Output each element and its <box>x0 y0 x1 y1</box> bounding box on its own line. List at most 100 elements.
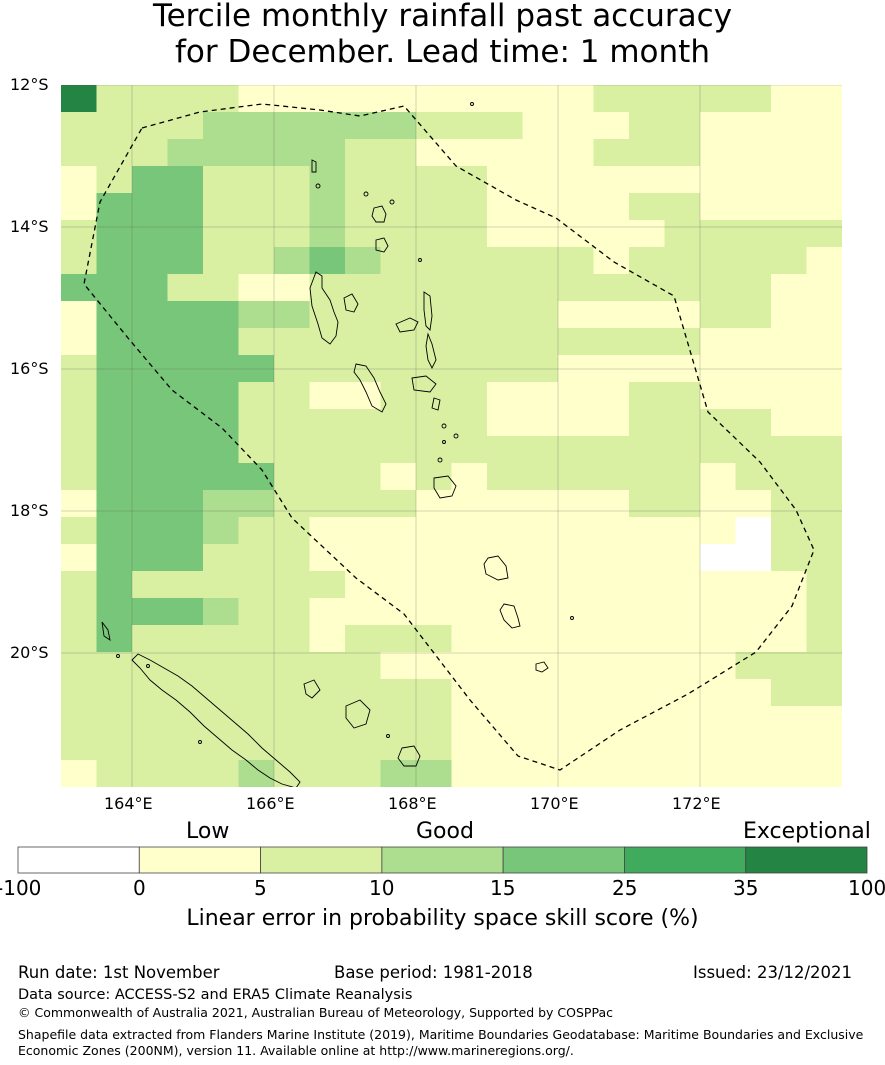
grid-cell <box>203 571 240 599</box>
grid-cell <box>487 328 524 356</box>
grid-cell <box>416 544 453 572</box>
grid-cell <box>167 652 204 680</box>
grid-cell <box>274 274 311 302</box>
grid-cell <box>61 220 98 248</box>
grid-cell <box>487 625 524 653</box>
grid-cell <box>309 679 346 707</box>
grid-cell <box>203 193 240 221</box>
grid-cell <box>274 193 311 221</box>
grid-cell <box>132 193 169 221</box>
tick-10: 10 <box>369 876 395 900</box>
grid-cell <box>558 112 595 140</box>
grid-cell <box>132 301 169 329</box>
grid-cell <box>700 247 737 275</box>
grid-cell <box>487 463 524 491</box>
lon-label-170e: 170°E <box>530 794 579 813</box>
grid-cell <box>487 517 524 545</box>
grid-cell <box>593 382 630 410</box>
grid-cell <box>309 166 346 194</box>
grid-cell <box>771 733 808 761</box>
grid-cell <box>629 652 666 680</box>
grid-cell <box>380 490 417 518</box>
erromango-island <box>483 555 509 581</box>
grid-cell <box>771 193 808 221</box>
grid-cell <box>451 733 488 761</box>
grid-cell <box>806 652 842 680</box>
grid-cell <box>700 760 737 787</box>
grid-cell <box>451 382 488 410</box>
grid-cell <box>61 490 98 518</box>
grid-cell <box>664 517 701 545</box>
grid-cell <box>345 517 382 545</box>
grid-cell <box>735 571 772 599</box>
run-date: Run date: 1st November <box>18 963 220 982</box>
grid-cell <box>96 733 133 761</box>
vanua-lava-island <box>371 205 387 223</box>
grid-cell <box>274 490 311 518</box>
grid-cell <box>806 436 842 464</box>
grid-cell <box>238 760 275 787</box>
grid-cell <box>345 571 382 599</box>
grid-cell <box>380 328 417 356</box>
grid-cell <box>416 139 453 167</box>
grid-cell <box>735 382 772 410</box>
malo-island <box>343 293 359 313</box>
grid-cell <box>203 436 240 464</box>
grid-cell <box>487 274 524 302</box>
grid-cell <box>132 112 169 140</box>
grid-cell <box>274 436 311 464</box>
grid-cell <box>451 112 488 140</box>
grid-cell <box>274 544 311 572</box>
grid-cell <box>558 382 595 410</box>
grid-cell <box>96 139 133 167</box>
grid-cell <box>735 85 772 113</box>
grid-cell <box>664 463 701 491</box>
grid-cell <box>629 490 666 518</box>
grid-cell <box>451 544 488 572</box>
lat-label-20s: 20°S <box>10 643 49 662</box>
grid-cell <box>61 706 98 734</box>
colorbar-segment <box>502 846 625 874</box>
grid-cell <box>167 328 204 356</box>
grid-cell <box>132 463 169 491</box>
grid-cell <box>96 544 133 572</box>
grid-cell <box>558 517 595 545</box>
colorbar-segment <box>624 846 747 874</box>
grid-cell <box>345 139 382 167</box>
grid-cell <box>416 85 453 113</box>
grid-cell <box>203 409 240 437</box>
grid-cell <box>487 490 524 518</box>
grid-cell <box>309 85 346 113</box>
grid-cell <box>345 220 382 248</box>
grid-cell <box>593 598 630 626</box>
grid-cell <box>806 760 842 787</box>
grid-cell <box>629 274 666 302</box>
grid-cell <box>593 463 630 491</box>
grid-cell <box>522 193 559 221</box>
grid-cell <box>629 328 666 356</box>
grid-cell <box>451 274 488 302</box>
grid-cell <box>522 490 559 518</box>
grid-cell <box>593 490 630 518</box>
grid-cell <box>629 706 666 734</box>
grid-cell <box>203 517 240 545</box>
grid-cell <box>380 652 417 680</box>
grid-cell <box>451 139 488 167</box>
grid-cell <box>96 166 133 194</box>
category-low: Low <box>186 819 230 844</box>
grid-cell <box>558 409 595 437</box>
grid-cell <box>345 733 382 761</box>
grid-cell <box>593 220 630 248</box>
grid-cell <box>167 598 204 626</box>
grid-cell <box>380 517 417 545</box>
grid-cell <box>274 139 311 167</box>
grid-cell <box>345 112 382 140</box>
grid-cell <box>345 274 382 302</box>
grid-cell <box>629 193 666 221</box>
torres-island <box>311 159 317 173</box>
grid-cell <box>487 760 524 787</box>
grid-cell <box>487 571 524 599</box>
grid-cell <box>700 517 737 545</box>
grid-cell <box>380 220 417 248</box>
grid-cell <box>309 760 346 787</box>
